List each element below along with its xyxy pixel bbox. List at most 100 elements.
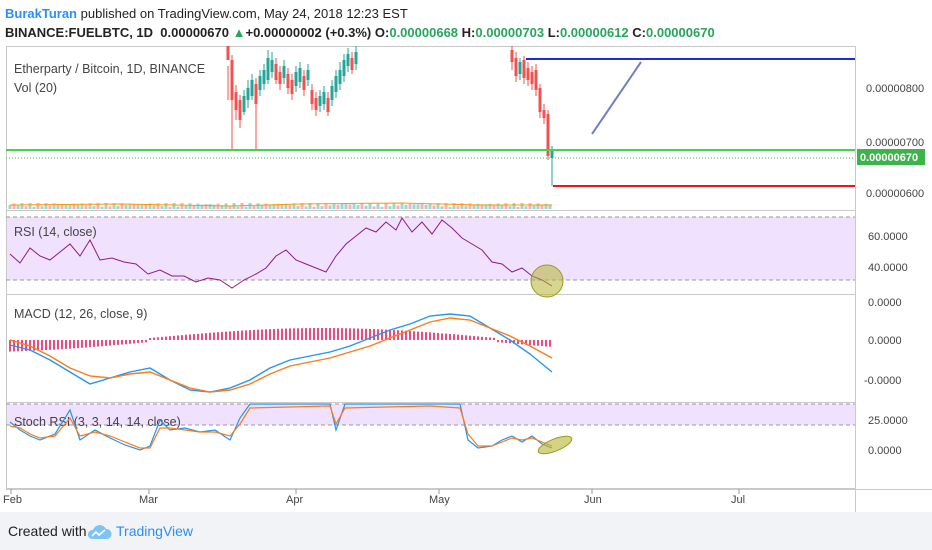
macd-hist-bar xyxy=(69,340,71,349)
volume-bar xyxy=(328,205,332,209)
tradingview-link[interactable]: TradingView xyxy=(116,523,194,539)
signal-line xyxy=(9,317,553,393)
rsi-highlight-circle[interactable] xyxy=(530,264,564,298)
macd-axis: 0.0000 0.0000 -0.0000 xyxy=(864,297,902,387)
volume-bar xyxy=(400,203,404,209)
volume-bar xyxy=(56,204,60,209)
macd-hist-bar xyxy=(201,333,203,340)
macd-hist-bar xyxy=(121,340,123,345)
candle-body xyxy=(550,150,554,158)
macd-hist-bar xyxy=(261,329,263,340)
macd-hist-bar xyxy=(285,328,287,340)
volume-bar xyxy=(384,203,388,209)
price-tick: 0.00000700 xyxy=(866,137,924,149)
macd-hist-bar xyxy=(497,340,499,343)
candle-body xyxy=(310,90,314,104)
macd-hist-bar xyxy=(309,328,311,340)
stoch-highlight-ellipse[interactable] xyxy=(536,433,574,458)
volume-bar xyxy=(8,204,12,209)
volume-bar xyxy=(160,206,164,209)
candle-body xyxy=(346,54,350,66)
trend-arrow-line[interactable] xyxy=(591,61,642,135)
stoch-axis: 25.0000 0.0000 xyxy=(868,415,908,457)
macd-hist-bar xyxy=(113,340,115,346)
volume-bar xyxy=(84,205,88,209)
macd-hist-bar xyxy=(37,340,39,351)
volume-bar xyxy=(212,204,216,209)
volume-bar xyxy=(348,204,352,209)
symbol-label: BINANCE:FUELBTC, 1D xyxy=(5,25,154,40)
macd-hist-bar xyxy=(53,340,55,350)
macd-hist-bar xyxy=(385,329,387,340)
macd-hist-bar xyxy=(249,330,251,340)
publish-header: BurakTuran published on TradingView.com,… xyxy=(5,6,408,21)
candle-body xyxy=(526,68,530,80)
candle-body xyxy=(286,74,290,88)
volume-bar xyxy=(464,205,468,209)
macd-tick: 0.0000 xyxy=(868,335,902,347)
macd-hist-bar xyxy=(217,332,219,340)
candle-body xyxy=(514,58,518,76)
macd-hist-bar xyxy=(77,340,79,349)
volume-bar xyxy=(96,203,100,209)
macd-hist-bar xyxy=(173,335,175,340)
volume-bar xyxy=(264,203,268,209)
macd-hist-bar xyxy=(177,335,179,340)
volume-bar xyxy=(412,204,416,209)
macd-hist-bar xyxy=(229,331,231,340)
macd-hist-bar xyxy=(205,333,207,340)
macd-hist-bar xyxy=(101,340,103,347)
candle-body xyxy=(518,62,522,74)
chart-area[interactable]: Etherparty / Bitcoin, 1D, BINANCE Vol (2… xyxy=(0,45,932,515)
volume-bar xyxy=(52,203,56,209)
author-link[interactable]: BurakTuran xyxy=(5,6,77,21)
volume-bar xyxy=(120,203,124,209)
macd-hist-bar xyxy=(269,329,271,340)
volume-bar xyxy=(132,204,136,209)
macd-hist-bar xyxy=(221,331,223,340)
macd-hist-bar xyxy=(45,340,47,351)
candle-body xyxy=(278,72,282,84)
candle-body xyxy=(294,72,298,86)
macd-hist-bar xyxy=(405,330,407,340)
macd-hist-bar xyxy=(81,340,83,348)
macd-hist-bar xyxy=(437,333,439,340)
macd-hist-bar xyxy=(501,340,503,343)
stoch-tick: 25.0000 xyxy=(868,415,908,427)
volume-bar xyxy=(244,206,248,209)
macd-hist-bar xyxy=(65,340,67,349)
volume-bar xyxy=(424,204,428,209)
volume-bar xyxy=(100,206,104,209)
volume-bar xyxy=(124,205,128,209)
macd-hist-bar xyxy=(33,340,35,351)
price-axis: 0.00000800 0.00000700 0.00000600 xyxy=(866,83,924,200)
candle-body xyxy=(258,76,262,90)
price-pane-title: Etherparty / Bitcoin, 1D, BINANCE xyxy=(14,62,205,76)
candle-body xyxy=(530,72,534,84)
volume-bar xyxy=(388,206,392,209)
macd-hist-bar xyxy=(145,340,147,343)
candle-body xyxy=(282,66,286,78)
macd-hist-bar xyxy=(129,340,131,344)
macd-hist-bar xyxy=(361,328,363,340)
volume-bar xyxy=(28,203,32,209)
volume-bar xyxy=(12,203,16,209)
macd-hist-bar xyxy=(357,328,359,340)
volume-bar xyxy=(492,204,496,209)
volume-bar xyxy=(352,203,356,209)
volume-bar xyxy=(360,203,364,209)
macd-hist-bar xyxy=(369,328,371,340)
time-tick: Mar xyxy=(139,494,158,506)
macd-hist-bar xyxy=(73,340,75,349)
volume-bar xyxy=(472,204,476,209)
volume-bar xyxy=(144,204,148,209)
macd-hist-bar xyxy=(461,334,463,340)
volume-bar xyxy=(356,205,360,209)
volume-bar xyxy=(520,203,524,209)
macd-hist-bar xyxy=(109,340,111,346)
volume-bar xyxy=(92,206,96,209)
rsi-band xyxy=(6,217,855,280)
volume-bar xyxy=(312,206,316,209)
macd-hist-bar xyxy=(389,329,391,340)
candle-body xyxy=(230,60,234,100)
